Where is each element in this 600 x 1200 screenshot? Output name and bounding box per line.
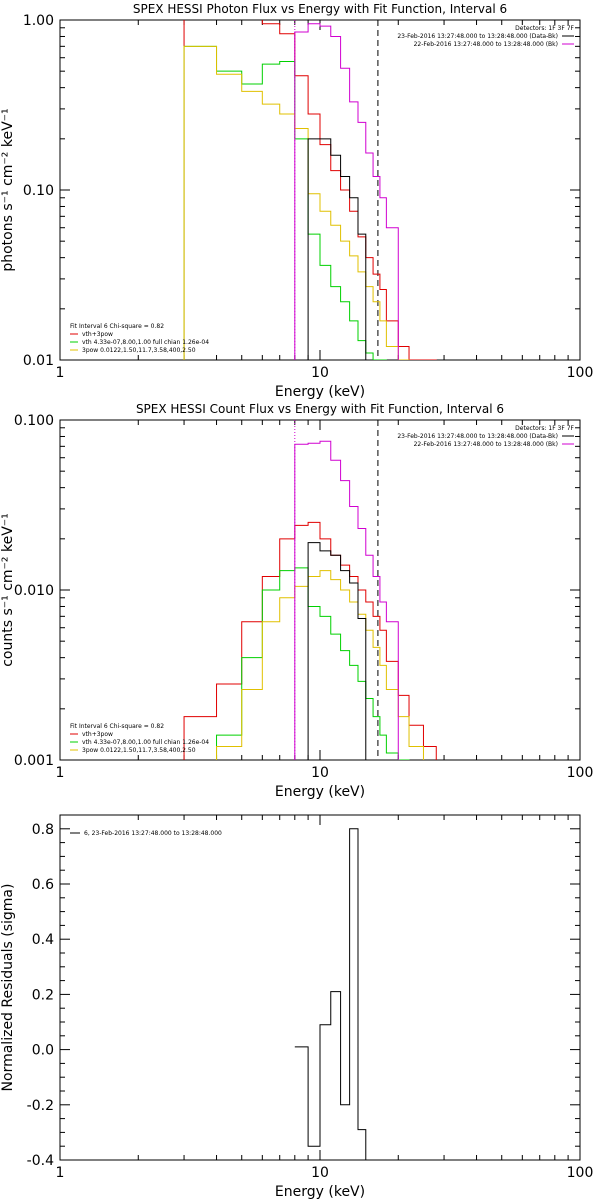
- data-area: [183, 440, 437, 760]
- x-tick-label: 100: [567, 765, 594, 781]
- x-tick-label: 10: [311, 765, 329, 781]
- series-green-step: [216, 567, 410, 760]
- y-tick-label: -0.2: [27, 1098, 54, 1114]
- series-black-step: [307, 542, 367, 760]
- legend-bottomleft-text: 3pow 0.0122,1.50,11.7,3.58,400,2.50: [82, 347, 196, 354]
- y-tick-label: -0.4: [27, 1153, 54, 1169]
- legend-topright-text: 23-Feb-2016 13:27:48.000 to 13:28:48.000…: [397, 33, 558, 40]
- legend-topright-text: Detectors: 1F 3F 7F: [515, 25, 574, 32]
- legend-bottomleft-text: vth 4.33e-07,8.00,1.00 full chian 1.26e-…: [82, 339, 209, 346]
- y-tick-label: 0.10: [23, 183, 54, 199]
- y-tick-label: 0.8: [32, 822, 54, 838]
- series-black-step: [307, 138, 367, 360]
- legend-topright-text: 22-Feb-2016 13:27:48.000 to 13:28:48.000…: [414, 41, 558, 48]
- plot-frame: [59, 419, 581, 761]
- legend-topright-text: 22-Feb-2016 13:27:48.000 to 13:28:48.000…: [414, 441, 558, 448]
- y-tick-label: 0.0: [32, 1043, 54, 1059]
- plot-frame: [59, 19, 581, 361]
- x-axis-label: Energy (keV): [275, 784, 365, 800]
- legend-bottomleft-text: vth+3pow: [82, 331, 113, 338]
- legend-bottomleft-text: Fit Interval 6 Chi-square = 0.82: [70, 323, 164, 330]
- series-gold-step: [216, 570, 424, 760]
- x-tick-label: 100: [567, 365, 594, 381]
- panel-2: SPEX HESSI Count Flux vs Energy with Fit…: [0, 402, 593, 800]
- y-axis-label: photons s⁻¹ cm⁻² keV⁻¹: [0, 108, 16, 271]
- y-tick-label: 0.2: [32, 987, 54, 1003]
- data-area: [294, 828, 378, 1160]
- series-gold-step: [183, 45, 410, 360]
- series-green-step: [183, 45, 387, 360]
- data-area: [183, 20, 437, 360]
- y-tick-label: 0.001: [14, 753, 54, 769]
- chart-title: SPEX HESSI Photon Flux vs Energy with Fi…: [133, 2, 507, 16]
- legend-topleft-text: 6, 23-Feb-2016 13:27:48.000 to 13:28:48.…: [84, 830, 222, 837]
- legend-topright-text: Detectors: 1F 3F 7F: [515, 425, 574, 432]
- x-axis-label: Energy (keV): [275, 384, 365, 400]
- y-tick-label: 0.100: [14, 413, 54, 429]
- series-red-step: [183, 20, 437, 360]
- x-tick-label: 1: [56, 1165, 65, 1181]
- legend-bottomleft-text: vth+3pow: [82, 731, 113, 738]
- series-black-step: [294, 828, 378, 1160]
- y-tick-label: 1.00: [23, 13, 54, 29]
- series-magenta-step: [294, 23, 399, 360]
- panel-3: 1 10 100 -0.4 -0.2 0.0 0.2 0.4 0.6 0.8 Energy (keV…: [0, 814, 594, 1200]
- panel-1: SPEX HESSI Photon Flux vs Energy with Fi…: [0, 2, 594, 400]
- series-magenta-step: [294, 440, 399, 760]
- x-tick-label: 10: [311, 365, 329, 381]
- y-tick-label: 0.01: [23, 353, 54, 369]
- y-tick-label: 0.6: [32, 877, 54, 893]
- y-axis-label: Normalized Residuals (sigma): [0, 884, 16, 1092]
- chart-title: SPEX HESSI Count Flux vs Energy with Fit…: [136, 402, 504, 416]
- legend-bottomleft-text: 3pow 0.0122,1.50,11.7,3.58,400,2.50: [82, 747, 196, 754]
- x-tick-label: 1: [56, 365, 65, 381]
- x-tick-label: 1: [56, 765, 65, 781]
- y-axis-label: counts s⁻¹ cm⁻² keV⁻¹: [0, 513, 16, 667]
- x-axis-label: Energy (keV): [275, 1184, 365, 1200]
- legend-topright-text: 23-Feb-2016 13:27:48.000 to 13:28:48.000…: [397, 433, 558, 440]
- legend-bottomleft-text: Fit Interval 6 Chi-square = 0.82: [70, 723, 164, 730]
- legend-bottomleft-text: vth 4.33e-07,8.00,1.00 full chian 1.26e-…: [82, 739, 209, 746]
- y-tick-label: 0.4: [32, 932, 54, 948]
- x-tick-label: 100: [567, 1165, 594, 1181]
- y-tick-label: 0.010: [14, 583, 54, 599]
- x-tick-label: 10: [311, 1165, 329, 1181]
